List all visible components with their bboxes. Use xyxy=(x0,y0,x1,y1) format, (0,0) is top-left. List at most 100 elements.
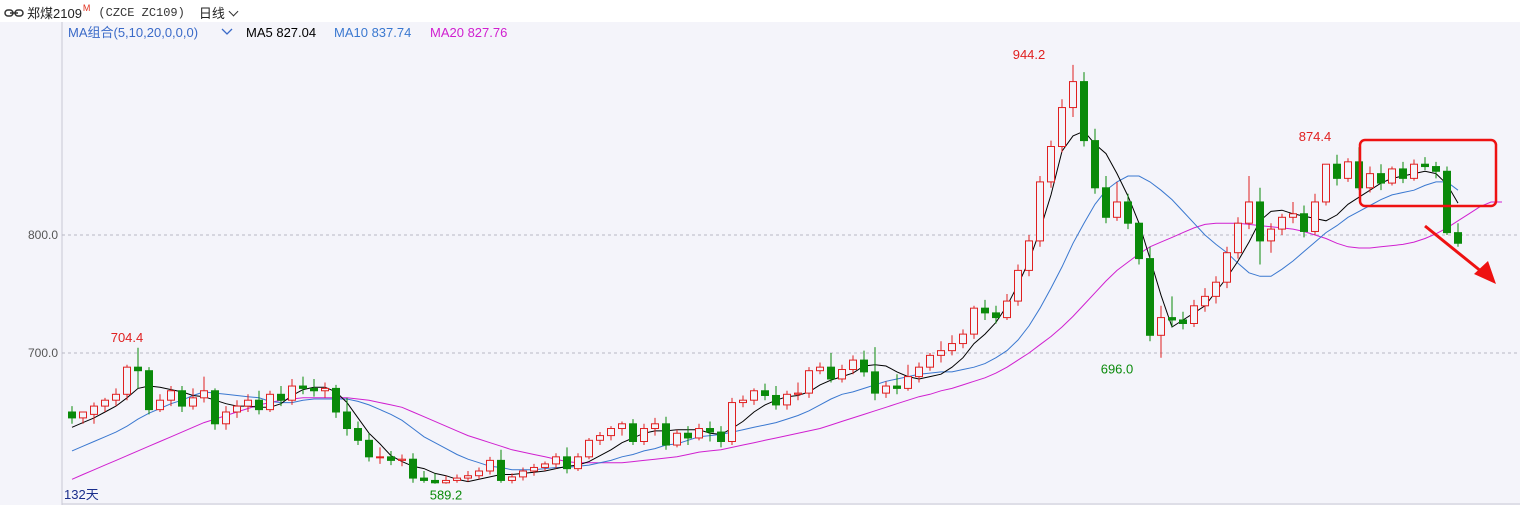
candle[interactable] xyxy=(332,384,340,418)
candle[interactable] xyxy=(1102,176,1110,224)
candle[interactable] xyxy=(629,419,637,446)
candle[interactable] xyxy=(1278,213,1286,235)
candle[interactable] xyxy=(134,347,142,389)
candle[interactable] xyxy=(574,453,582,471)
candle[interactable] xyxy=(409,453,417,483)
candle[interactable] xyxy=(717,426,725,448)
candle[interactable] xyxy=(508,473,516,484)
candle[interactable] xyxy=(1256,187,1264,265)
candle[interactable] xyxy=(475,467,483,480)
candle[interactable] xyxy=(706,421,714,442)
candlestick-chart[interactable]: 700.0 800.0 704.4 589.2 944.2 696.0 874.4 MA组… xyxy=(0,22,1520,505)
candle[interactable] xyxy=(684,426,692,446)
candle[interactable] xyxy=(222,406,230,430)
candle[interactable] xyxy=(893,374,901,395)
candle[interactable] xyxy=(673,429,681,448)
candle[interactable] xyxy=(563,447,571,474)
candle[interactable] xyxy=(1179,311,1187,330)
candle[interactable] xyxy=(1058,99,1066,153)
candle[interactable] xyxy=(1234,217,1242,259)
candle[interactable] xyxy=(1025,235,1033,277)
candle[interactable] xyxy=(816,362,824,375)
candle[interactable] xyxy=(376,447,384,464)
candle[interactable] xyxy=(1201,288,1209,312)
candle[interactable] xyxy=(431,473,439,484)
candle[interactable] xyxy=(266,390,274,412)
candle[interactable] xyxy=(145,367,153,415)
candle[interactable] xyxy=(1091,128,1099,194)
candle[interactable] xyxy=(1454,223,1462,247)
candle[interactable] xyxy=(1190,299,1198,328)
candle[interactable] xyxy=(464,471,472,482)
candle[interactable] xyxy=(1223,246,1231,289)
candle[interactable] xyxy=(1245,176,1253,230)
candle[interactable] xyxy=(651,417,659,436)
candle[interactable] xyxy=(1443,166,1451,235)
candle[interactable] xyxy=(1344,158,1352,182)
candle[interactable] xyxy=(728,397,736,446)
candle[interactable] xyxy=(1047,140,1055,188)
candle[interactable] xyxy=(1168,296,1176,328)
candle[interactable] xyxy=(618,421,626,436)
candle[interactable] xyxy=(167,386,175,407)
candle[interactable] xyxy=(1124,193,1132,230)
candle[interactable] xyxy=(178,386,186,412)
candle[interactable] xyxy=(486,456,494,475)
candle[interactable] xyxy=(299,376,307,395)
candle[interactable] xyxy=(1014,264,1022,306)
period-selector[interactable]: 日线 xyxy=(199,3,239,22)
candle[interactable] xyxy=(101,397,109,412)
candle[interactable] xyxy=(112,388,120,407)
candle[interactable] xyxy=(1212,276,1220,304)
candle[interactable] xyxy=(398,454,406,467)
link-icon[interactable] xyxy=(4,6,24,20)
candle[interactable] xyxy=(904,364,912,391)
chart-area[interactable]: 700.0 800.0 704.4 589.2 944.2 696.0 874.4 MA组… xyxy=(0,22,1520,505)
candle[interactable] xyxy=(761,383,769,401)
candle[interactable] xyxy=(1267,223,1275,253)
candle[interactable] xyxy=(585,437,593,460)
candle[interactable] xyxy=(1080,72,1088,147)
candle[interactable] xyxy=(838,364,846,383)
candle[interactable] xyxy=(519,467,527,481)
candle[interactable] xyxy=(981,299,989,320)
candle[interactable] xyxy=(992,305,1000,324)
candle[interactable] xyxy=(1146,246,1154,342)
candle[interactable] xyxy=(926,353,934,371)
candle[interactable] xyxy=(937,341,945,363)
candle[interactable] xyxy=(1388,166,1396,186)
candle[interactable] xyxy=(695,423,703,441)
ma-group-label[interactable]: MA组合(5,10,20,0,0,0) xyxy=(68,25,198,40)
candle[interactable] xyxy=(882,381,890,398)
candle[interactable] xyxy=(541,461,549,471)
candle[interactable] xyxy=(772,386,780,410)
candle[interactable] xyxy=(1069,64,1077,117)
candle[interactable] xyxy=(442,475,450,484)
candle[interactable] xyxy=(68,406,76,424)
candle[interactable] xyxy=(530,463,538,476)
candle[interactable] xyxy=(156,394,164,412)
candle[interactable] xyxy=(959,329,967,349)
candle[interactable] xyxy=(1432,161,1440,179)
candle[interactable] xyxy=(233,400,241,418)
candle[interactable] xyxy=(1410,159,1418,181)
candle[interactable] xyxy=(827,353,835,383)
candle[interactable] xyxy=(915,362,923,383)
candle[interactable] xyxy=(794,382,802,401)
candle[interactable] xyxy=(739,395,747,408)
candle[interactable] xyxy=(200,376,208,403)
candle[interactable] xyxy=(1300,205,1308,238)
chevron-down-icon[interactable] xyxy=(221,28,233,35)
candle[interactable] xyxy=(1036,176,1044,247)
candle[interactable] xyxy=(1377,164,1385,191)
candle[interactable] xyxy=(860,350,868,377)
candle[interactable] xyxy=(750,388,758,405)
candle[interactable] xyxy=(871,347,879,401)
candle[interactable] xyxy=(354,421,362,446)
candle[interactable] xyxy=(1135,222,1143,265)
candle[interactable] xyxy=(310,378,318,397)
candle[interactable] xyxy=(288,378,296,405)
candle[interactable] xyxy=(277,386,285,407)
candle[interactable] xyxy=(79,411,87,424)
candle[interactable] xyxy=(365,433,373,462)
